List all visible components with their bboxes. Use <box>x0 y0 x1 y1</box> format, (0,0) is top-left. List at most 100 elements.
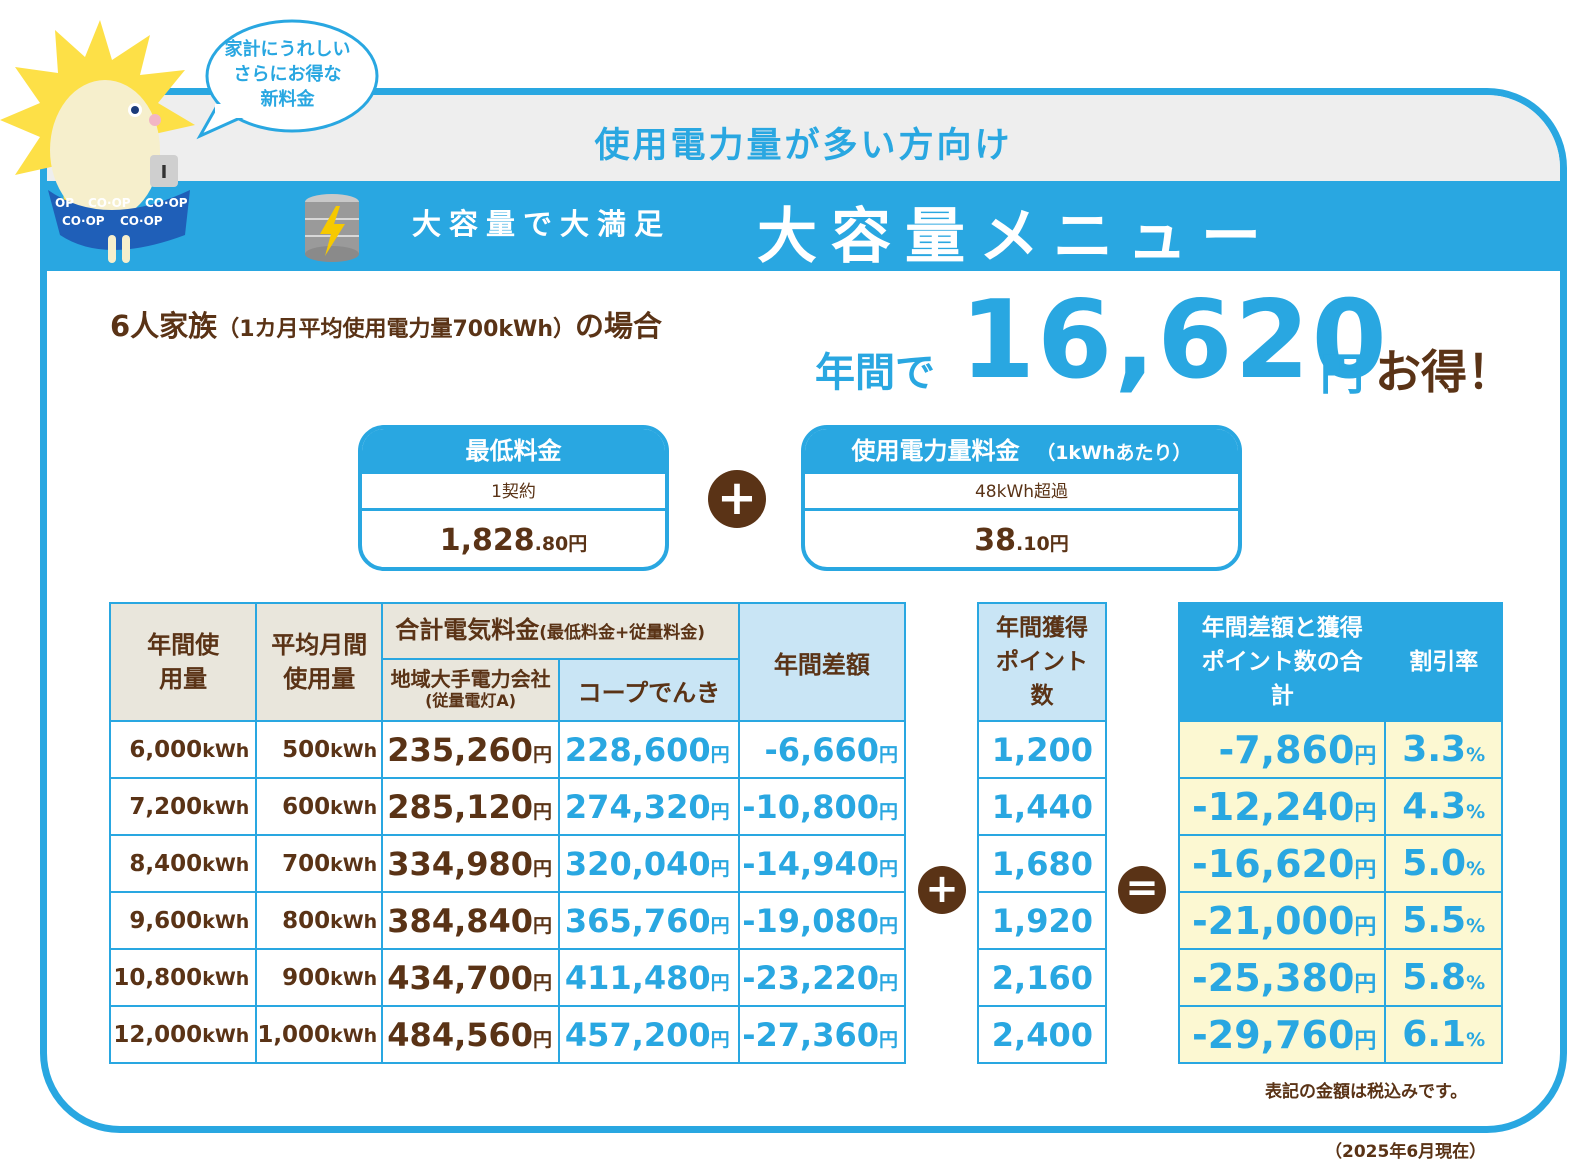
table-row: 1,920 <box>977 891 1107 950</box>
table-row: 1,680 <box>977 834 1107 893</box>
header-coop: コープでんき <box>558 658 740 722</box>
annual-usage-cell-unit: kWh <box>202 796 250 819</box>
regional-fee-cell-unit: 円 <box>533 971 553 994</box>
points-cell: 1,440 <box>977 777 1107 836</box>
monthly-usage-cell-value: 1,000 <box>257 1021 331 1048</box>
table-row: -21,000円 5.5% <box>1177 891 1503 950</box>
total-benefit-cell: -7,860円 <box>1177 720 1387 779</box>
usage-fee-condition: 48kWh超過 <box>805 474 1238 511</box>
discount-rate-unit: % <box>1466 915 1486 937</box>
points-cell: 1,920 <box>977 891 1107 950</box>
monthly-usage-cell: 800kWh <box>255 891 384 950</box>
fee-table-body: 6,000kWh 500kWh 235,260円 228,600円 -6,660円 7,2… <box>108 720 907 1064</box>
header-regional-note: (従量電灯A) <box>425 691 517 710</box>
header-points: 年間獲得ポイント数 <box>977 602 1107 722</box>
regional-fee-cell: 484,560円 <box>381 1005 561 1064</box>
header-annual-usage: 年間使用量 <box>108 602 258 722</box>
speech-bubble <box>196 19 379 140</box>
tax-footnote: 表記の金額は税込みです。 <box>1265 1082 1468 1102</box>
table-row: 2,400 <box>977 1005 1107 1064</box>
annual-diff-cell-value: -6,660 <box>764 730 879 769</box>
total-benefit-value: -16,620 <box>1192 841 1355 886</box>
total-benefit-unit: 円 <box>1354 914 1377 940</box>
discount-rate-unit: % <box>1466 744 1486 766</box>
monthly-usage-cell-value: 800 <box>282 907 331 934</box>
mascot-illustration: I OP CO·OP CO·OP CO·OP CO·OP <box>0 20 195 263</box>
monthly-usage-cell-value: 500 <box>282 736 331 763</box>
points-table: 年間獲得ポイント数 1,200 1,440 1,680 1,920 2,160 2,400 <box>977 602 1107 1064</box>
annual-diff-cell: -10,800円 <box>737 777 907 836</box>
mascot-pattern-2: CO·OP <box>88 196 131 210</box>
annual-diff-cell-unit: 円 <box>878 971 898 994</box>
annual-diff-cell: -27,360円 <box>737 1005 907 1064</box>
monthly-usage-cell-unit: kWh <box>330 1024 378 1047</box>
monthly-usage-cell-value: 700 <box>282 850 331 877</box>
coop-fee-cell-unit: 円 <box>710 971 730 994</box>
base-fee-label: 最低料金 <box>362 429 665 474</box>
regional-fee-cell-unit: 円 <box>533 1028 553 1051</box>
coop-fee-cell-value: 457,200 <box>564 1015 711 1054</box>
regional-fee-cell-value: 334,980 <box>387 844 534 883</box>
discount-rate-value: 6.1 <box>1402 1014 1467 1055</box>
total-benefit-unit: 円 <box>1354 743 1377 769</box>
case-suffix: の場合 <box>574 309 662 343</box>
coop-fee-cell-unit: 円 <box>710 800 730 823</box>
annual-usage-cell-unit: kWh <box>202 910 250 933</box>
equals-icon: = <box>1118 866 1166 914</box>
savings-suffix: お得！ <box>1375 345 1513 399</box>
discount-rate-cell: 4.3% <box>1384 777 1503 836</box>
annual-usage-cell-unit: kWh <box>202 853 250 876</box>
discount-rate-cell: 5.5% <box>1384 891 1503 950</box>
regional-fee-cell: 285,120円 <box>381 777 561 836</box>
annual-usage-cell-value: 7,200 <box>129 793 203 820</box>
annual-usage-cell-unit: kWh <box>202 1024 250 1047</box>
plus-icon: + <box>918 866 966 914</box>
band-title: 大容量メニュー <box>757 202 1275 272</box>
points-cell: 1,680 <box>977 834 1107 893</box>
bubble-text: 家計にうれしい さらにお得な 新料金 <box>195 37 380 112</box>
annual-usage-cell-value: 10,800 <box>113 964 203 991</box>
savings-amount: 16,620 <box>960 278 1389 403</box>
usage-fee-price-main: 38 <box>974 523 1017 558</box>
coop-fee-cell: 228,600円 <box>558 720 740 779</box>
card-title-band <box>47 181 1560 271</box>
total-benefit-cell: -12,240円 <box>1177 777 1387 836</box>
table-row: 1,200 <box>977 720 1107 779</box>
savings-yen: 円 <box>1320 349 1364 400</box>
monthly-usage-cell: 900kWh <box>255 948 384 1007</box>
usage-fee-label-note: （1kWhあたり） <box>1036 442 1192 464</box>
discount-rate-value: 5.0 <box>1402 843 1467 884</box>
coop-fee-cell-value: 365,760 <box>564 901 711 940</box>
annual-diff-cell: -6,660円 <box>737 720 907 779</box>
annual-diff-cell-unit: 円 <box>878 857 898 880</box>
header-total-fee: 合計電気料金(最低料金+従量料金) <box>381 602 740 660</box>
base-fee-box: 最低料金 1契約 1,828.80円 <box>358 425 669 571</box>
coop-fee-cell-value: 320,040 <box>564 844 711 883</box>
header-total-fee-label: 合計電気料金 <box>395 615 540 644</box>
header-discount-rate: 割引率 <box>1384 602 1503 722</box>
fee-comparison-table: 年間使用量 平均月間使用量 合計電気料金(最低料金+従量料金) 年間差額 地域大… <box>108 602 907 1064</box>
database-bolt-icon <box>305 194 359 262</box>
header-monthly-avg: 平均月間使用量 <box>255 602 384 722</box>
regional-fee-cell-unit: 円 <box>533 800 553 823</box>
discount-rate-unit: % <box>1466 801 1486 823</box>
annual-diff-cell-unit: 円 <box>878 800 898 823</box>
discount-rate-cell: 5.8% <box>1384 948 1503 1007</box>
header-regional-label: 地域大手電力会社 <box>390 667 551 691</box>
band-tagline: 大容量で大満足 <box>412 207 672 241</box>
monthly-usage-cell-unit: kWh <box>330 796 378 819</box>
discount-rate-cell: 6.1% <box>1384 1005 1503 1064</box>
base-fee-condition: 1契約 <box>362 474 665 511</box>
regional-fee-cell: 235,260円 <box>381 720 561 779</box>
case-description: 6人家族（1カ月平均使用電力量700kWh）の場合 <box>110 303 662 345</box>
discount-rate-cell: 3.3% <box>1384 720 1503 779</box>
annual-diff-cell-value: -14,940 <box>742 844 879 883</box>
discount-rate-unit: % <box>1466 972 1486 994</box>
annual-diff-cell: -23,220円 <box>737 948 907 1007</box>
discount-rate-unit: % <box>1466 858 1486 880</box>
coop-fee-cell: 411,480円 <box>558 948 740 1007</box>
discount-rate-unit: % <box>1466 1029 1486 1051</box>
points-cell: 2,400 <box>977 1005 1107 1064</box>
coop-fee-cell-unit: 円 <box>710 857 730 880</box>
regional-fee-cell-value: 484,560 <box>387 1015 534 1054</box>
